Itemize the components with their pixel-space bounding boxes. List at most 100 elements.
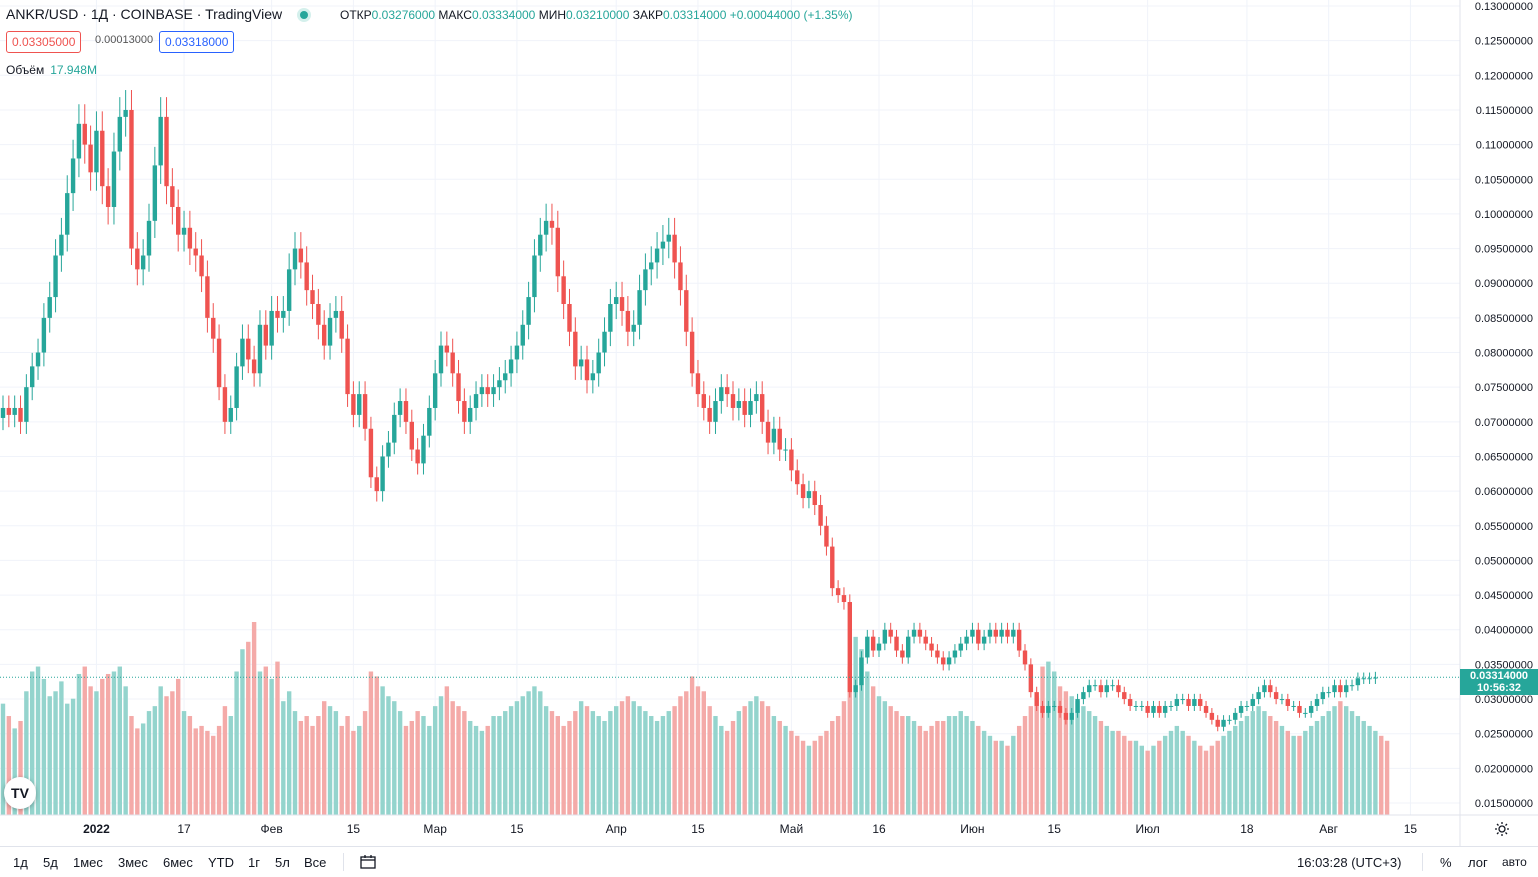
volume-bar: [1092, 716, 1098, 815]
candle-body: [573, 331, 578, 367]
tf-ytd[interactable]: YTD: [208, 855, 234, 870]
volume-bar: [1326, 711, 1331, 815]
candle-body: [176, 206, 181, 235]
candle-body: [1308, 705, 1314, 713]
candle-body: [0, 407, 6, 418]
volume-bar: [783, 725, 788, 815]
volume-bar: [824, 730, 829, 815]
buy-price-button[interactable]: 0.03318000: [159, 31, 235, 53]
volume-bar: [41, 678, 47, 815]
candle-body: [170, 186, 175, 207]
candle-body: [678, 262, 683, 291]
price-tick-label: 0.11500000: [1476, 105, 1533, 117]
candle-body: [374, 477, 379, 492]
sell-price-button[interactable]: 0.03305000: [6, 31, 82, 53]
candle-body: [742, 401, 747, 415]
candle-body: [795, 470, 800, 485]
price-tick-label: 0.10000000: [1475, 209, 1533, 221]
date-range-icon[interactable]: [360, 854, 376, 870]
volume-bar: [952, 716, 958, 815]
divider: [343, 853, 344, 871]
candle-body: [456, 373, 461, 402]
candle-body: [900, 650, 905, 658]
price-tick-label: 0.02500000: [1475, 729, 1533, 741]
candle-body: [47, 297, 52, 318]
tf-1d[interactable]: 1д: [13, 855, 28, 870]
volume-bar: [532, 686, 537, 815]
percent-scale-toggle[interactable]: %: [1440, 855, 1452, 870]
candle-body: [1116, 685, 1121, 693]
candle-body: [316, 304, 321, 325]
tf-all[interactable]: Все: [304, 855, 327, 870]
time-tick-label: Май: [780, 822, 804, 836]
tf-1y[interactable]: 1г: [248, 855, 260, 870]
candle-body: [1244, 705, 1250, 707]
candle-body: [240, 338, 245, 367]
candle-body: [549, 220, 555, 228]
volume-bar: [853, 636, 858, 815]
high-label: МАКС: [438, 8, 472, 22]
candle-body: [234, 366, 239, 408]
tradingview-logo-icon[interactable]: TV: [4, 777, 36, 809]
time-tick-label: Мар: [423, 822, 447, 836]
candle-body: [923, 636, 928, 644]
candle-body: [345, 338, 350, 395]
volume-bar: [205, 730, 210, 815]
volume-bar: [888, 706, 893, 815]
candle-body: [1098, 685, 1104, 693]
candle-body: [503, 373, 508, 381]
candle-body: [806, 491, 812, 499]
candle-body: [578, 359, 584, 367]
volume-bar: [1098, 720, 1104, 815]
volume-bar: [1273, 720, 1279, 815]
volume-bar: [1215, 740, 1220, 815]
settings-gear-icon[interactable]: [1494, 821, 1510, 837]
tf-3m[interactable]: 3мес: [118, 855, 148, 870]
candle-body: [602, 331, 607, 353]
tf-6m[interactable]: 6мес: [163, 855, 193, 870]
volume-bar: [590, 711, 596, 815]
volume-bar: [333, 711, 339, 815]
volume-bar: [596, 716, 601, 815]
candle-body: [205, 276, 210, 318]
tf-1m[interactable]: 1мес: [73, 855, 103, 870]
candle-body: [479, 387, 485, 395]
candle-body: [432, 373, 438, 408]
clock-time[interactable]: 16:03:28 (UTC+3): [1297, 855, 1402, 870]
candle-body: [771, 428, 777, 443]
volume-bar: [1314, 720, 1320, 815]
volume-bar: [181, 711, 187, 815]
volume-bar: [170, 691, 175, 815]
candle-body: [637, 290, 642, 325]
candle-body: [1145, 705, 1150, 713]
volume-bar: [1104, 725, 1109, 815]
volume-bar: [65, 703, 70, 815]
candle-body: [187, 227, 193, 249]
auto-scale-toggle[interactable]: авто: [1502, 855, 1527, 869]
candle-body: [158, 116, 163, 166]
volume-bar: [298, 720, 304, 815]
price-tick-label: 0.03500000: [1475, 659, 1533, 671]
volume-bar: [187, 716, 193, 815]
candle-body: [65, 193, 70, 235]
volume-bar: [117, 666, 122, 815]
candle-body: [584, 359, 590, 381]
volume-bar: [479, 730, 485, 815]
log-scale-toggle[interactable]: лог: [1468, 855, 1488, 870]
tf-5d[interactable]: 5д: [43, 855, 58, 870]
candle-body: [1087, 685, 1092, 693]
volume-bar: [876, 696, 882, 815]
volume-bar: [771, 716, 777, 815]
candle-body: [1022, 650, 1028, 665]
symbol-header[interactable]: ANKR/USD · 1Д · COINBASE · TradingView: [6, 6, 309, 22]
volume-bar: [1116, 730, 1121, 815]
volume-bar: [1057, 686, 1063, 815]
volume-bar: [59, 681, 64, 815]
candle-body: [1005, 629, 1010, 637]
candle-body: [327, 317, 333, 346]
candle-body: [193, 248, 198, 256]
tf-5y[interactable]: 5л: [275, 855, 290, 870]
candle-body: [870, 636, 876, 651]
volume-bar: [1028, 706, 1034, 815]
